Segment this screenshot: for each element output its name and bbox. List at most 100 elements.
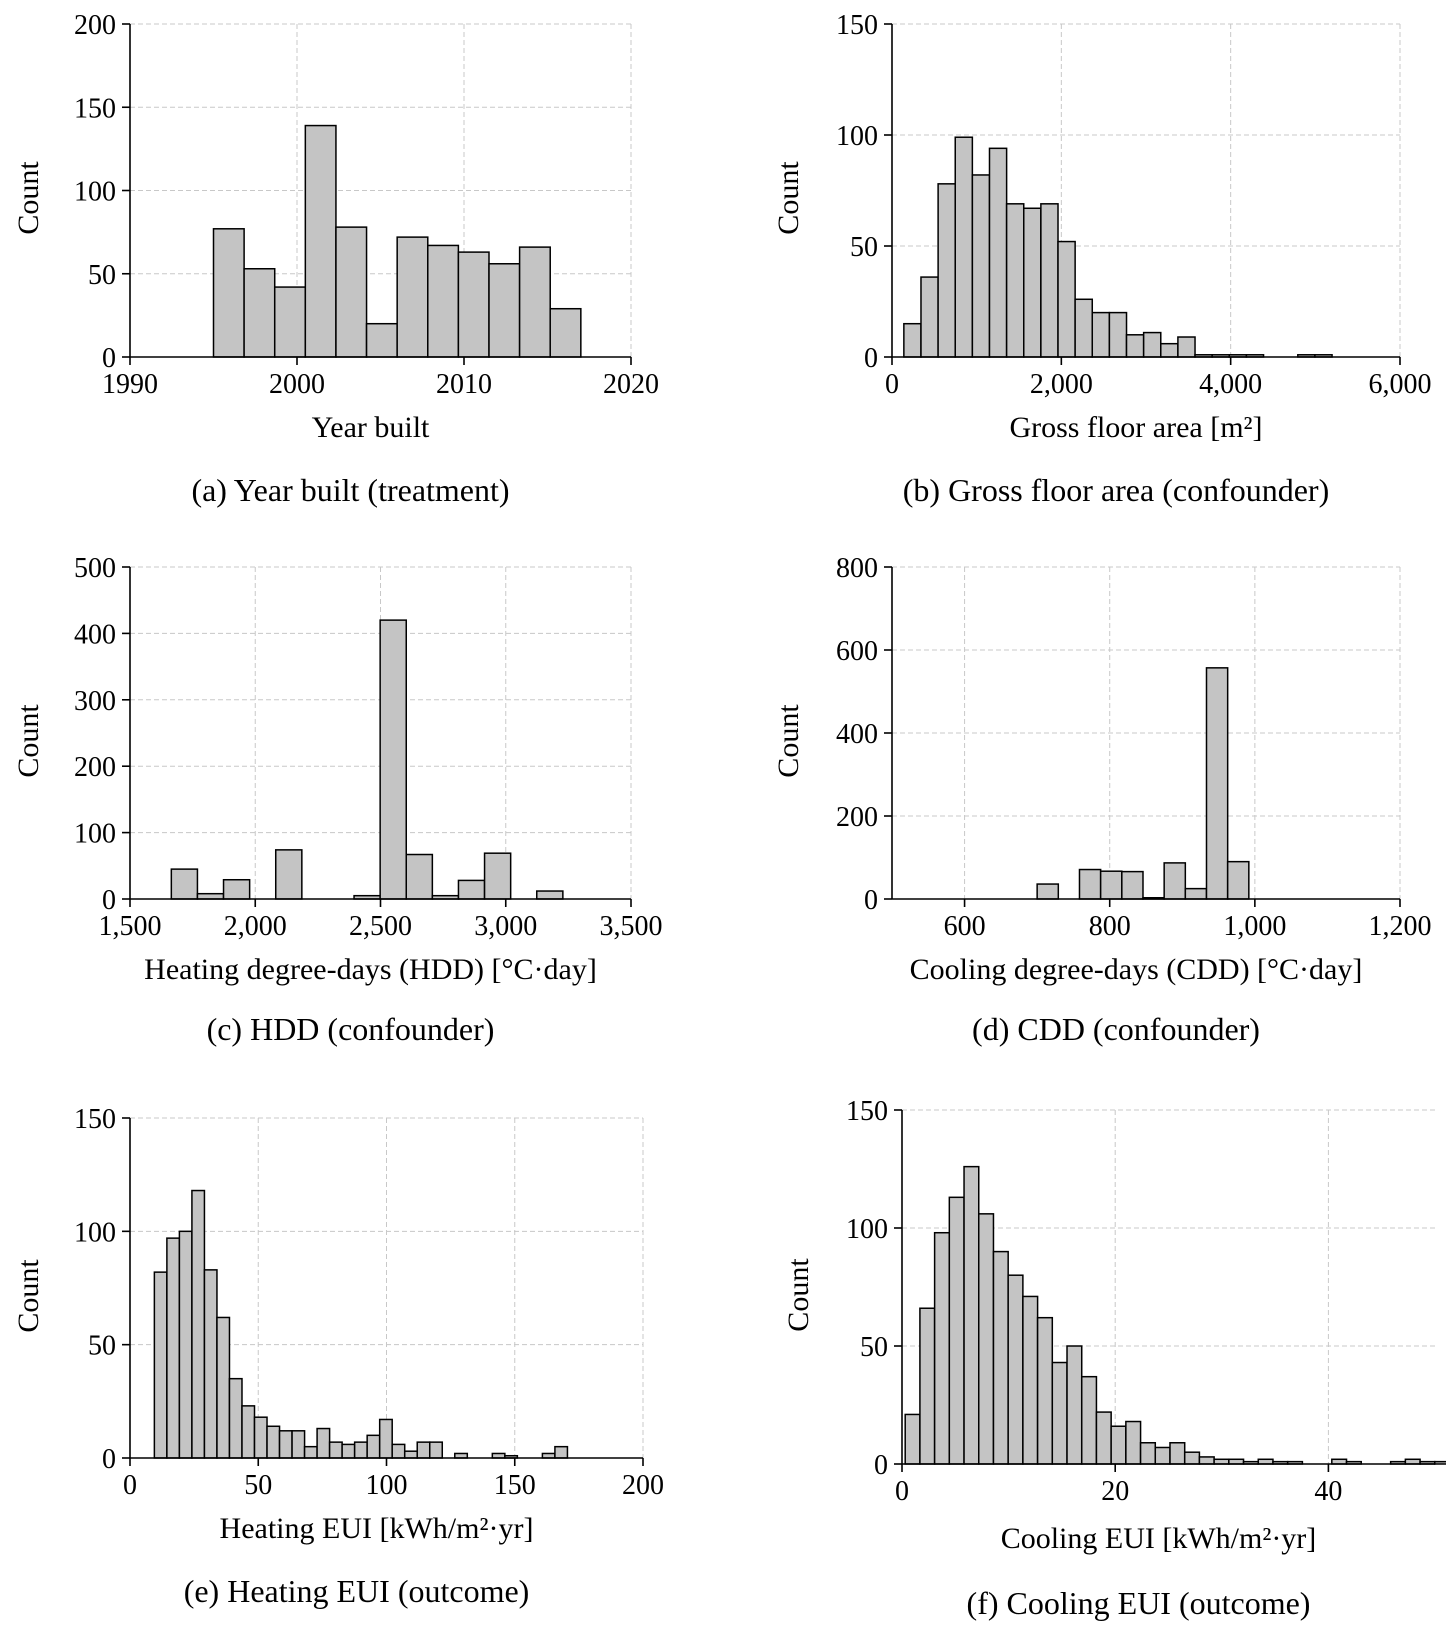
- histogram-bar: [1099, 870, 1123, 900]
- histogram-bar: [963, 1165, 980, 1465]
- y-tick-label: 0: [102, 343, 116, 374]
- x-tick-label: 2010: [436, 369, 492, 400]
- histogram-bar: [328, 1441, 343, 1459]
- histogram-bar: [366, 1434, 381, 1459]
- y-tick-label: 150: [74, 93, 116, 124]
- x-tick-label: 100: [366, 1470, 408, 1501]
- histogram-bar: [166, 1237, 181, 1459]
- histogram-bar: [457, 879, 486, 900]
- histogram-bar: [304, 124, 337, 358]
- chart-caption: (a) Year built (treatment): [191, 472, 509, 508]
- histogram-bar: [1051, 1361, 1068, 1465]
- histogram-bar: [1160, 342, 1179, 358]
- histogram-bar: [266, 1425, 281, 1459]
- x-tick-label: 50: [244, 1470, 272, 1501]
- histogram-bar: [1036, 1316, 1054, 1465]
- histogram-bar: [222, 878, 251, 900]
- y-tick-label: 800: [836, 553, 878, 584]
- y-tick-label: 150: [74, 1104, 116, 1135]
- y-tick-label: 100: [74, 1217, 116, 1248]
- histogram-bar: [153, 1271, 168, 1459]
- chart-f: 0 20 40 0 50 100 150 Cooling EUI [kWh/m²·yr] Cou…: [782, 1096, 1446, 1621]
- x-tick-label: 2,500: [349, 911, 412, 942]
- histogram-bar: [549, 307, 582, 358]
- histogram-bar: [937, 183, 956, 358]
- histogram-bar: [335, 226, 368, 358]
- histogram-bar: [933, 1231, 951, 1465]
- histogram-bar: [1040, 203, 1059, 358]
- x-tick-label: 2020: [603, 369, 659, 400]
- histogram-bar: [1078, 868, 1102, 900]
- histogram-bar: [483, 852, 512, 900]
- histogram-bar: [1110, 1425, 1127, 1465]
- x-tick-label: 4,000: [1199, 369, 1262, 400]
- y-tick-label: 200: [836, 802, 878, 833]
- chart-d: 600 800 1,000 1,200 0 200 400 600 800 Cooling deg…: [772, 553, 1432, 1047]
- histogram-bar: [1005, 203, 1025, 358]
- x-tick-label: 600: [944, 911, 986, 942]
- y-tick-label: 50: [860, 1332, 888, 1363]
- y-tick-label: 0: [864, 343, 878, 374]
- y-tick-label: 0: [102, 885, 116, 916]
- chart-caption: (e) Heating EUI (outcome): [184, 1573, 530, 1609]
- chart-caption: (b) Gross floor area (confounder): [903, 472, 1329, 508]
- x-tick-label: 2,000: [224, 911, 287, 942]
- histogram-bar: [1198, 1456, 1215, 1465]
- y-tick-label: 600: [836, 636, 878, 667]
- x-tick-label: 1990: [102, 369, 158, 400]
- histogram-bar: [274, 849, 303, 900]
- y-axis-title: Count: [772, 704, 805, 778]
- histogram-bar: [241, 1405, 256, 1459]
- y-tick-label: 150: [846, 1096, 888, 1127]
- histogram-bar: [457, 251, 490, 358]
- x-tick-label: 1,000: [1223, 911, 1286, 942]
- y-tick-label: 300: [74, 686, 116, 717]
- x-tick-label: 1,500: [99, 911, 162, 942]
- histogram-bar: [403, 1450, 418, 1459]
- chart-caption: (f) Cooling EUI (outcome): [967, 1585, 1311, 1621]
- histogram-bar: [518, 246, 551, 358]
- histogram-bar: [1169, 1442, 1186, 1465]
- histogram-bar: [243, 268, 276, 358]
- y-tick-label: 0: [874, 1450, 888, 1481]
- x-tick-label: 1,200: [1369, 911, 1432, 942]
- x-axis-title: Year built: [312, 411, 430, 444]
- histogram-bar: [1183, 1451, 1201, 1465]
- histogram-bar: [978, 1213, 995, 1465]
- histogram-bar: [365, 322, 398, 358]
- histogram-bar: [378, 1418, 393, 1459]
- x-axis-title: Heating EUI [kWh/m²·yr]: [220, 1512, 534, 1545]
- x-tick-label: 40: [1314, 1476, 1342, 1507]
- histogram-bar: [1142, 331, 1162, 358]
- histogram-bar: [228, 1377, 243, 1459]
- histogram-bar: [1121, 870, 1144, 900]
- chart-a: 1990 2000 2010 2020 0 50 100 150 200 Year built Co…: [12, 10, 659, 508]
- chart-caption: (d) CDD (confounder): [972, 1011, 1260, 1047]
- x-tick-label: 150: [494, 1470, 536, 1501]
- histogram-bar: [1080, 1375, 1098, 1465]
- y-tick-label: 100: [846, 1214, 888, 1245]
- histogram-bar: [316, 1427, 331, 1459]
- y-tick-label: 50: [88, 260, 116, 291]
- y-tick-label: 100: [74, 819, 116, 850]
- histogram-bar: [291, 1430, 306, 1459]
- x-tick-label: 2,000: [1030, 369, 1093, 400]
- histogram-bar: [1139, 1442, 1157, 1465]
- histogram-bar: [178, 1230, 193, 1459]
- histogram-bar: [1074, 298, 1094, 358]
- histogram-bar: [1091, 311, 1111, 358]
- y-tick-label: 0: [864, 885, 878, 916]
- histogram-bar: [1108, 311, 1128, 358]
- histogram-bar: [903, 322, 922, 358]
- y-tick-label: 400: [74, 619, 116, 650]
- x-tick-label: 800: [1089, 911, 1131, 942]
- histogram-bar: [1057, 240, 1076, 358]
- histogram-bar: [1007, 1274, 1024, 1465]
- y-tick-label: 50: [88, 1331, 116, 1362]
- histogram-bar: [1177, 336, 1196, 358]
- y-tick-label: 100: [74, 177, 116, 208]
- histogram-bar: [170, 868, 199, 900]
- y-tick-label: 150: [836, 10, 878, 41]
- histogram-bar: [1125, 334, 1145, 358]
- histogram-bar: [427, 244, 460, 358]
